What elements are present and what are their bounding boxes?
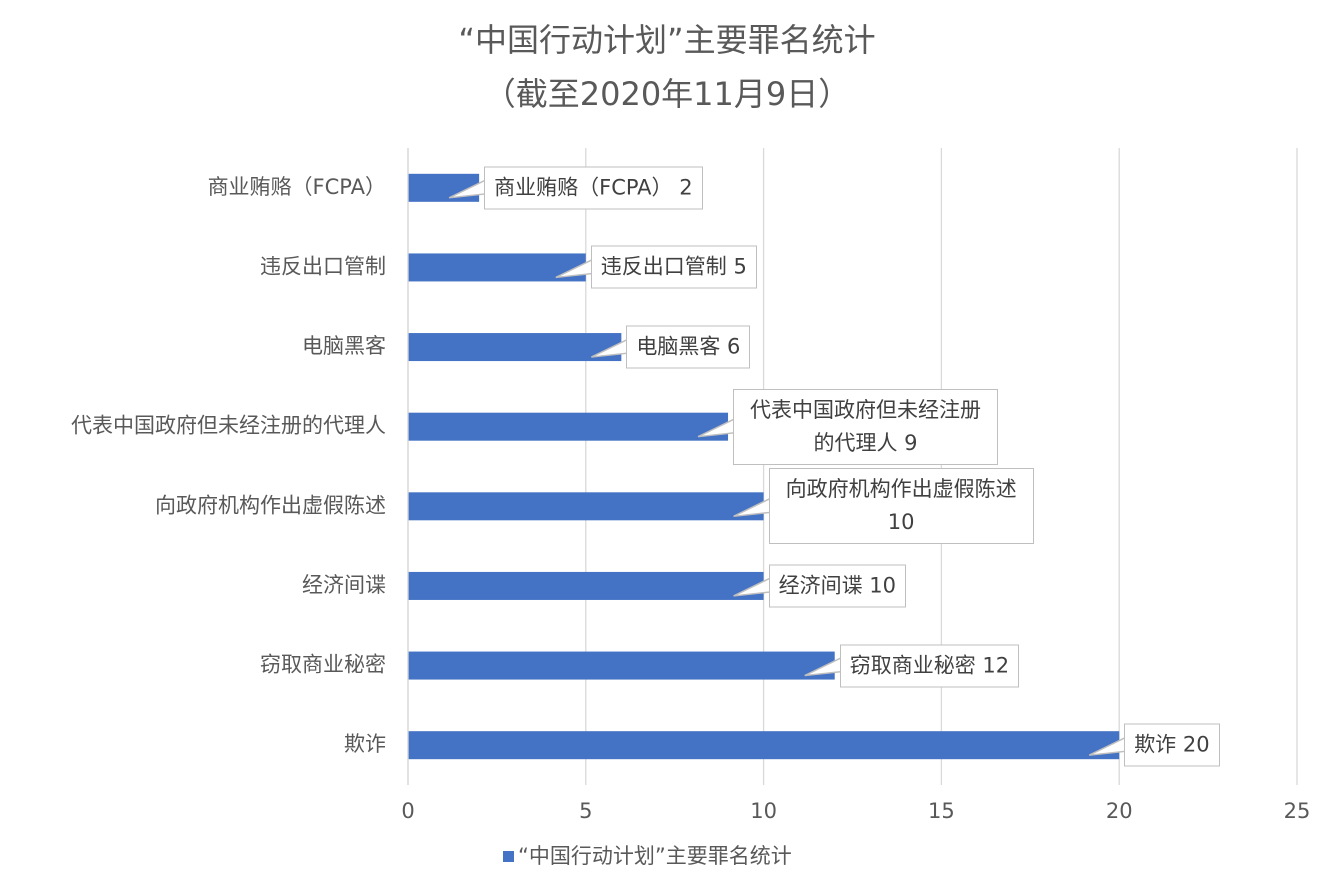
bar [408,333,622,362]
y-tick-label: 违反出口管制 [260,254,386,278]
y-tick-label: 电脑黑客 [302,334,386,358]
y-tick-label: 欺诈 [344,732,386,756]
y-tick-label: 商业贿赂（FCPA） [208,175,386,199]
legend-label: “中国行动计划”主要罪名统计 [518,844,792,868]
x-tick-label: 20 [1106,799,1133,823]
bar [408,651,835,680]
y-tick-label: 窃取商业秘密 [260,653,386,677]
bar [408,731,1120,760]
data-label: 向政府机构作出虚假陈述 10 [768,468,1034,545]
x-tick-label: 25 [1284,799,1311,823]
data-label: 电脑黑客 6 [626,325,751,369]
x-tick-label: 5 [579,799,592,823]
legend-swatch [503,851,514,862]
bar [408,571,764,600]
bar [408,412,729,441]
data-label: 欺诈 20 [1124,723,1220,767]
chart-subtitle: （截至2020年11月9日） [484,75,851,113]
y-tick-label: 经济间谍 [302,573,386,597]
x-tick-label: 15 [928,799,955,823]
data-label: 经济间谍 10 [768,564,906,608]
data-label: 商业贿赂（FCPA） 2 [484,166,703,210]
bar [408,492,764,521]
y-tick-label: 代表中国政府但未经注册的代理人 [71,414,386,438]
data-label: 违反出口管制 5 [590,245,757,289]
x-tick-label: 10 [750,799,777,823]
data-label: 代表中国政府但未经注册的代理人 9 [733,388,999,465]
data-label: 窃取商业秘密 12 [839,644,1020,688]
chart-title: “中国行动计划”主要罪名统计 [458,21,875,59]
bar [408,173,480,202]
x-tick-label: 0 [401,799,414,823]
y-tick-label: 向政府机构作出虚假陈述 [155,493,386,517]
